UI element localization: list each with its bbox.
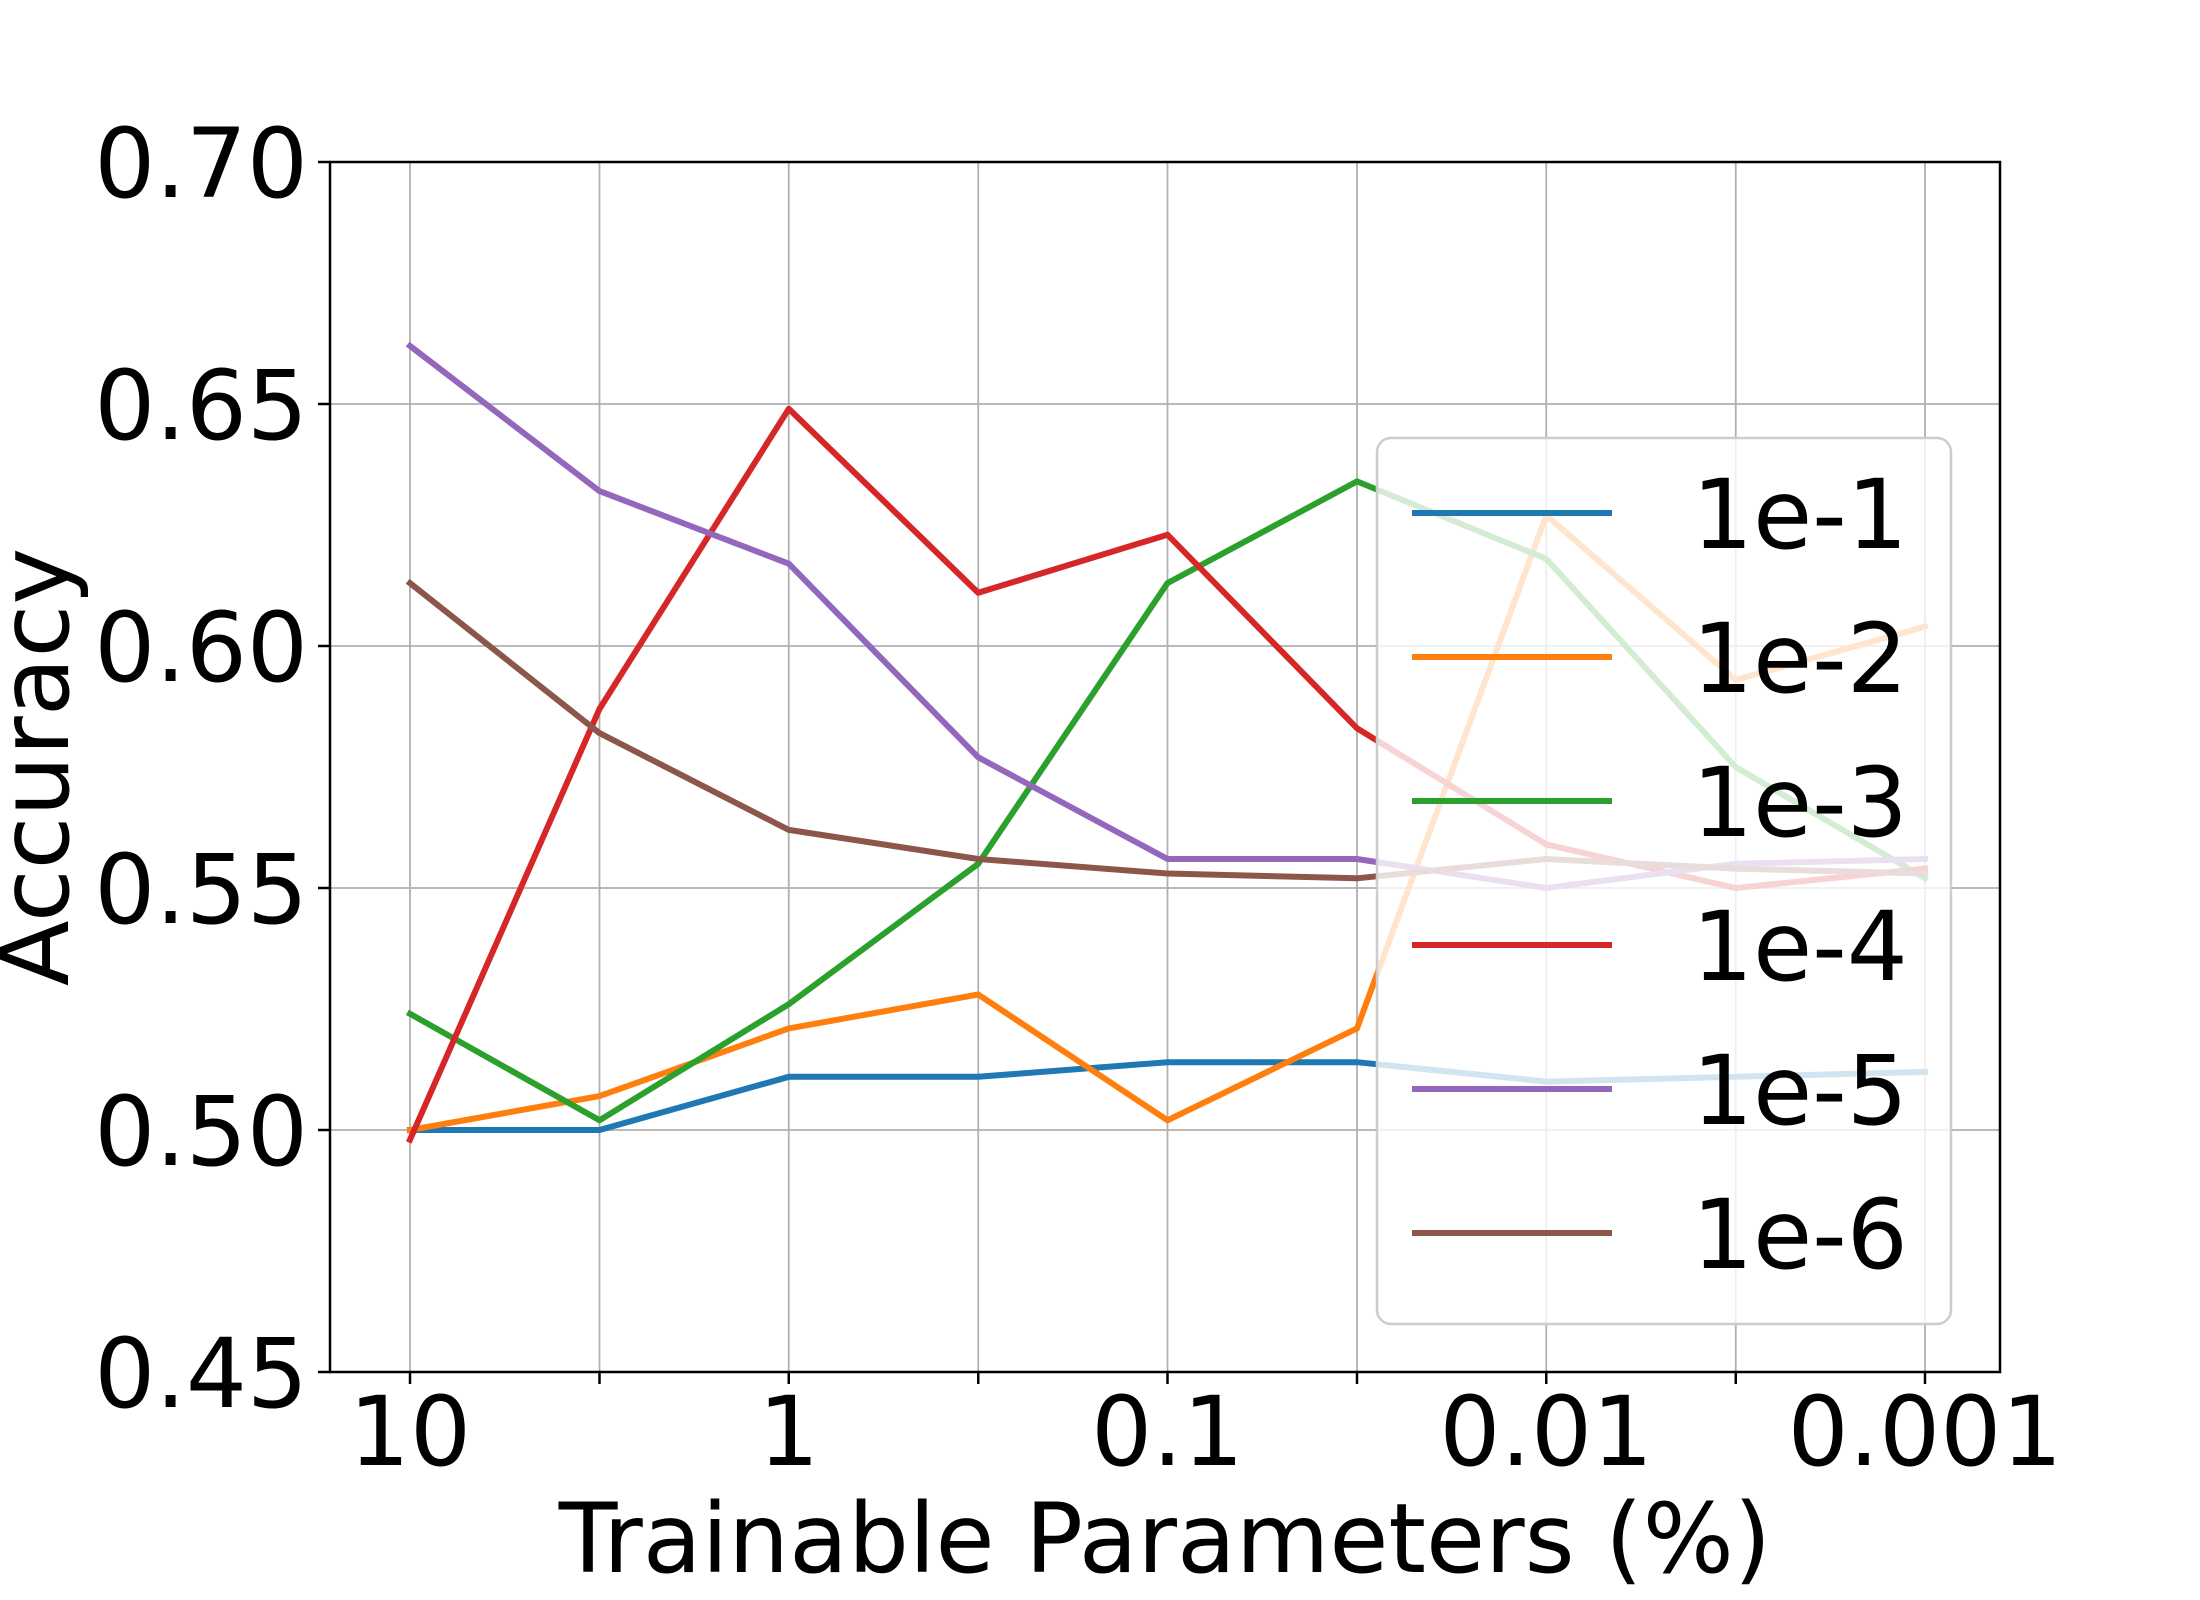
y-axis-label: Accuracy <box>0 548 91 986</box>
legend-label-1e-1: 1e-1 <box>1692 459 1908 571</box>
x-tick-label: 1 <box>758 1376 819 1488</box>
legend-label-1e-6: 1e-6 <box>1692 1179 1908 1291</box>
y-tick-label: 0.45 <box>94 1318 308 1430</box>
y-tick-label: 0.65 <box>94 350 308 462</box>
y-tick-label: 0.70 <box>94 108 308 220</box>
x-tick-label: 0.1 <box>1091 1376 1244 1488</box>
x-tick-label: 0.01 <box>1439 1376 1653 1488</box>
y-axis-ticks: 0.45 0.50 0.55 0.60 0.65 0.70 <box>94 108 330 1430</box>
x-tick-label: 10 <box>349 1376 471 1488</box>
legend-label-1e-5: 1e-5 <box>1692 1035 1908 1147</box>
x-axis-label: Trainable Parameters (%) <box>558 1483 1771 1595</box>
x-tick-label: 0.001 <box>1788 1376 2063 1488</box>
legend: 1e-1 1e-2 1e-3 1e-4 1e-5 1e-6 <box>1375 436 1953 1326</box>
plot-frame <box>328 160 2002 1374</box>
x-axis-ticks: 10 1 0.1 0.01 0.001 <box>349 1372 2062 1488</box>
y-tick-label: 0.50 <box>94 1076 308 1188</box>
legend-label-1e-2: 1e-2 <box>1692 603 1908 715</box>
legend-label-1e-3: 1e-3 <box>1692 747 1908 859</box>
y-tick-label: 0.55 <box>94 834 308 946</box>
y-tick-label: 0.60 <box>94 592 308 704</box>
legend-label-1e-4: 1e-4 <box>1692 891 1908 1003</box>
